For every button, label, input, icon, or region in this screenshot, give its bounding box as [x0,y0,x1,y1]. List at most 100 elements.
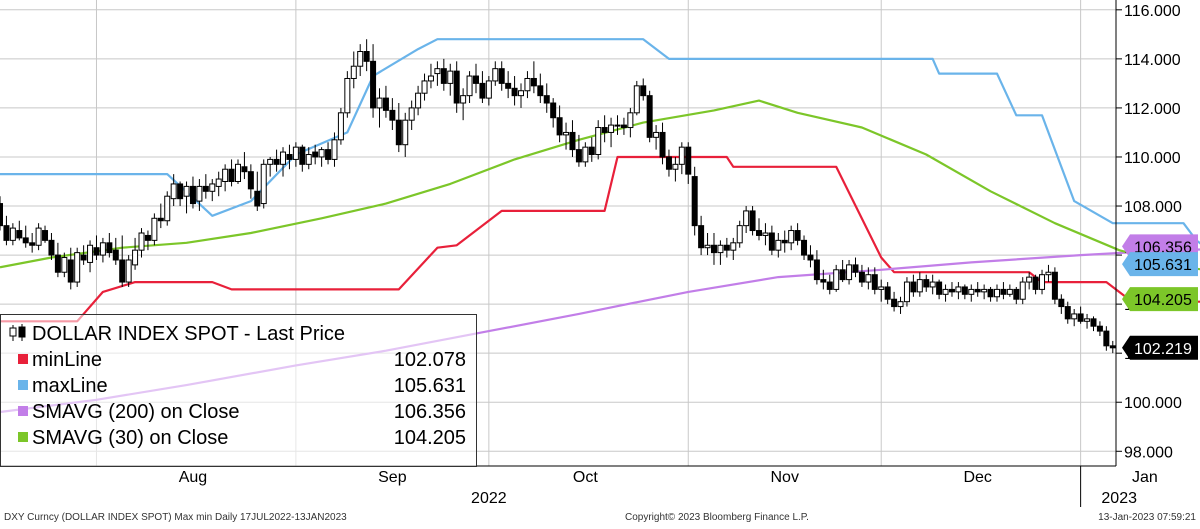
candle [196,179,203,211]
y-tick-label: 112.000 [1124,101,1181,118]
candle-body [820,279,827,283]
candle [601,115,608,143]
candle-body [363,51,370,62]
candle [453,61,460,113]
legend-label: SMAVG (30) on Close [32,427,228,449]
candle-body [524,77,531,92]
candle-body [916,279,923,293]
candle [1064,301,1071,324]
candle-icon [9,324,26,341]
candle-body [1026,276,1033,283]
candle [968,284,975,302]
candle-body [505,82,512,89]
candle-body [325,149,332,160]
candle [67,247,74,290]
x-year-label: 2023 [1101,490,1137,507]
candle [704,233,711,256]
candle [833,264,840,292]
candle [48,233,55,260]
candle-body [344,77,351,114]
candle-body [1077,313,1084,322]
candle [550,98,557,128]
candle-body [234,163,241,182]
candle-body [67,259,74,283]
candle [189,176,196,209]
tag-background [1122,335,1198,360]
candle-body [672,163,679,170]
candle-body [22,237,29,244]
candle [981,284,988,300]
candle-body [472,75,479,84]
candle [891,291,898,312]
candle-body [582,146,589,163]
candle-body [183,185,190,197]
candle [813,250,820,285]
candle-body [447,70,454,84]
candle [768,225,775,256]
candle [839,259,846,283]
candle [157,203,164,229]
candle-body [627,112,634,129]
x-month-label: Nov [771,469,799,486]
candle [710,233,717,265]
candle [363,39,370,72]
candle [234,159,241,184]
candle-body [312,151,319,158]
candle [955,282,962,300]
candle-body [710,244,717,254]
candle [563,122,570,150]
candle [871,267,878,295]
candle [87,240,94,273]
candle-body [61,257,68,273]
candle [1039,269,1046,295]
candle-body [550,102,557,119]
candle-body [698,225,705,249]
candle [138,228,145,258]
candle [665,149,672,177]
candle-body [556,117,563,136]
candle-body [48,239,55,256]
legend-label: DOLLAR INDEX SPOT - Last Price [32,323,345,345]
candle-body [659,131,666,158]
candle [427,63,434,89]
last-value-tag: 104.205 [1122,287,1198,312]
candle [614,115,621,135]
candle [357,44,364,77]
candle [402,112,409,157]
candle-body [717,244,724,254]
candle-body [408,107,415,121]
candle-body [125,259,132,283]
candle-body [357,51,364,67]
candle [801,235,808,260]
candle-body [987,288,994,298]
candle [936,279,943,300]
candle-body [788,230,795,244]
candle [1071,309,1078,327]
tag-background [1122,287,1198,312]
candle [299,144,306,172]
candle [569,120,576,157]
legend-value: 106.356 [394,401,466,423]
candle-body [80,254,87,261]
x-year-label: 2022 [471,490,507,507]
candle-body [1109,345,1116,349]
candle [858,264,865,287]
legend-item: minLine 102.078 [18,349,466,371]
candle [492,61,499,86]
candle [653,125,660,150]
candle-body [981,288,988,293]
candle-body [1084,318,1091,322]
candle [325,142,332,165]
candle-body [222,168,229,182]
candle-body [743,210,750,227]
legend-label: SMAVG (200) on Close [32,401,240,423]
candle [1051,267,1058,305]
candle-body [370,60,377,109]
candle [1019,277,1026,305]
candle-body [994,288,1001,298]
y-tick-label: 108.000 [1124,199,1182,216]
candle [376,88,383,128]
candle-body [608,124,615,133]
candle [202,174,209,199]
